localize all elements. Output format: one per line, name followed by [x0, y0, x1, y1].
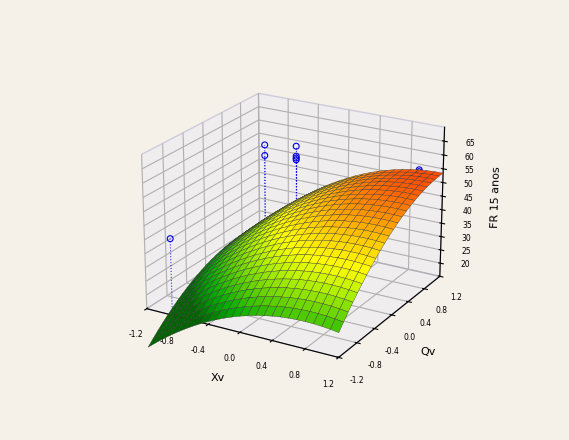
Y-axis label: Qv: Qv — [420, 347, 436, 357]
X-axis label: Xv: Xv — [211, 373, 225, 383]
